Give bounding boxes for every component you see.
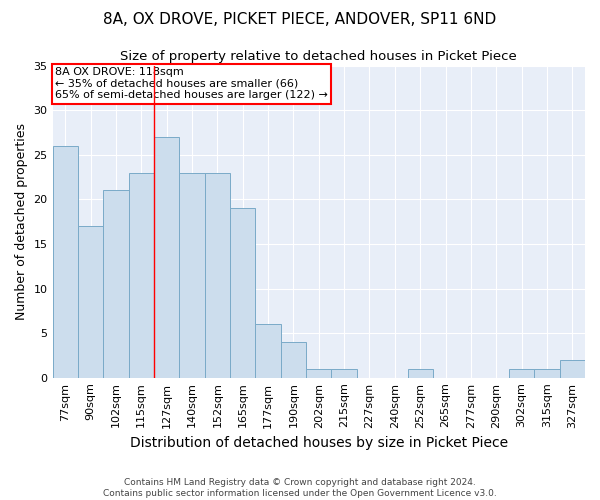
Bar	[53, 146, 78, 378]
Bar	[205, 172, 230, 378]
Bar	[256, 324, 281, 378]
Bar	[509, 369, 534, 378]
Bar	[128, 172, 154, 378]
Y-axis label: Number of detached properties: Number of detached properties	[15, 123, 28, 320]
Bar	[534, 369, 560, 378]
Text: 8A OX DROVE: 118sqm
← 35% of detached houses are smaller (66)
65% of semi-detach: 8A OX DROVE: 118sqm ← 35% of detached ho…	[55, 67, 328, 100]
Title: Size of property relative to detached houses in Picket Piece: Size of property relative to detached ho…	[121, 50, 517, 63]
Bar	[78, 226, 103, 378]
Bar	[154, 137, 179, 378]
Bar	[281, 342, 306, 378]
Bar	[230, 208, 256, 378]
Text: 8A, OX DROVE, PICKET PIECE, ANDOVER, SP11 6ND: 8A, OX DROVE, PICKET PIECE, ANDOVER, SP1…	[103, 12, 497, 28]
Bar	[331, 369, 357, 378]
X-axis label: Distribution of detached houses by size in Picket Piece: Distribution of detached houses by size …	[130, 436, 508, 450]
Bar	[306, 369, 331, 378]
Bar	[179, 172, 205, 378]
Bar	[560, 360, 585, 378]
Bar	[103, 190, 128, 378]
Bar	[407, 369, 433, 378]
Text: Contains HM Land Registry data © Crown copyright and database right 2024.
Contai: Contains HM Land Registry data © Crown c…	[103, 478, 497, 498]
